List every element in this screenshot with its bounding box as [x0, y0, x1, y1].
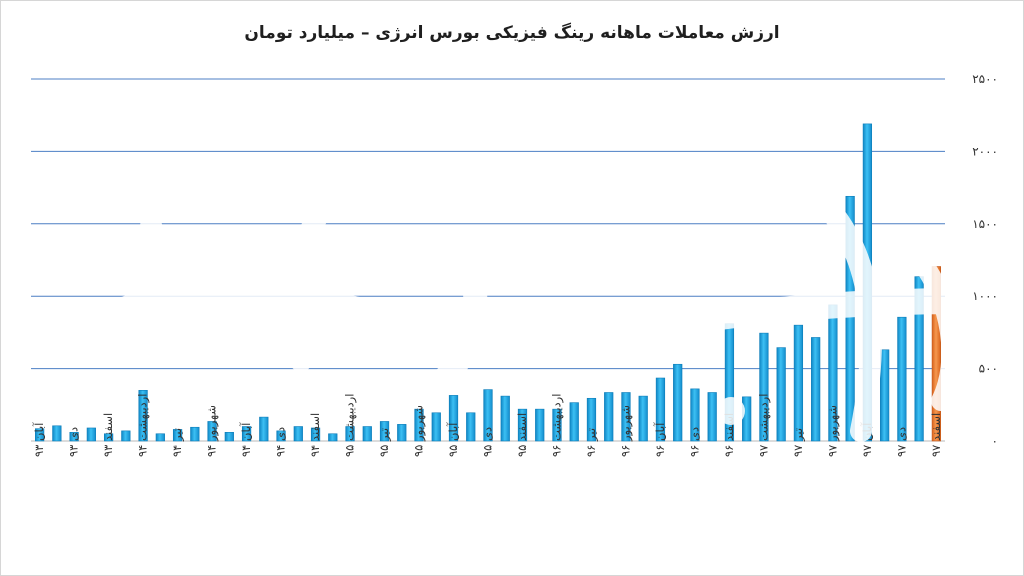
bar	[190, 426, 200, 442]
bar	[86, 427, 96, 442]
x-tick-label: دی ۹۶	[687, 427, 701, 457]
bar	[793, 324, 804, 442]
x-tick-label: اردیبهشت ۹۷	[756, 394, 771, 457]
bar	[621, 392, 631, 442]
chart-title: ارزش معاملات ماهانه رینگ فیزیکی بورس انر…	[244, 23, 780, 43]
y-tick-label: ۲۵۰۰	[972, 72, 998, 86]
x-tick-label: آبان ۹۳	[32, 422, 46, 457]
bar	[897, 316, 907, 442]
x-tick-label: تیر ۹۶	[584, 428, 599, 457]
bar	[552, 408, 562, 442]
bar	[466, 412, 476, 442]
y-tick-label: ۰	[992, 434, 998, 448]
x-tick-label: شهریور ۹۵	[412, 405, 427, 457]
bar	[293, 426, 303, 442]
bar	[241, 426, 252, 442]
x-tick-label: شهریور ۹۴	[205, 405, 220, 457]
bar	[690, 388, 700, 442]
bar	[35, 428, 45, 442]
bar	[345, 426, 355, 442]
bar	[845, 195, 855, 442]
x-tick-label: اردیبهشت ۹۶	[549, 394, 564, 457]
bar	[673, 363, 683, 442]
x-tick-label: اسفند ۹۴	[308, 413, 322, 457]
watermark-logo	[58, 167, 974, 442]
x-tick-label: تیر ۹۷	[791, 428, 806, 457]
bar	[811, 337, 821, 442]
x-tick-label: شهریور ۹۶	[618, 405, 633, 457]
bar	[742, 396, 752, 442]
bar	[276, 430, 286, 442]
x-tick-label: آبان ۹۵	[446, 422, 460, 457]
bar	[880, 349, 890, 442]
bar	[776, 347, 786, 442]
x-tick-label: دی ۹۵	[481, 427, 495, 457]
bar	[431, 412, 441, 442]
bar	[483, 389, 493, 442]
x-tick-label: دی ۹۴	[274, 427, 288, 457]
bar	[397, 424, 407, 442]
bar	[103, 433, 114, 442]
bar	[155, 433, 165, 442]
bar	[207, 421, 217, 442]
bar	[414, 408, 424, 442]
x-tick-label: دی ۹۷	[894, 427, 908, 457]
x-tick-label: تیر ۹۴	[170, 428, 185, 457]
bar	[379, 421, 390, 442]
bar	[448, 395, 459, 442]
x-tick-label: آبان ۹۴	[239, 422, 253, 457]
y-tick-label: ۲۰۰۰	[972, 144, 998, 158]
bar	[52, 425, 62, 442]
bar	[259, 416, 269, 442]
bar	[310, 427, 321, 442]
bar	[604, 392, 614, 442]
x-tick-label: اسفند ۹۵	[515, 413, 529, 457]
x-category-labels: آبان ۹۳ دی ۹۳ اسفند ۹۳ اردیبهشت ۹۴ تیر ۹۴ شهر…	[32, 394, 943, 457]
x-tick-label: اردیبهشت ۹۵	[343, 394, 358, 457]
bar	[362, 426, 372, 442]
bar	[759, 332, 769, 442]
y-tick-label: ۵۰۰	[979, 362, 998, 376]
y-tick-labels: ۰ ۵۰۰ ۱۰۰۰ ۱۵۰۰ ۲۰۰۰ ۲۵۰۰	[972, 72, 998, 448]
bar	[224, 432, 234, 442]
bar	[535, 408, 545, 442]
y-tick-label: ۱۰۰۰	[972, 289, 998, 303]
x-tick-label: تیر ۹۵	[377, 428, 392, 457]
y-tick-label: ۱۵۰۰	[972, 217, 998, 231]
bar	[172, 429, 183, 442]
bar	[121, 430, 131, 442]
bar	[655, 377, 666, 442]
bar	[500, 395, 510, 442]
x-tick-label: اسفند ۹۷	[929, 413, 943, 457]
bar	[638, 395, 648, 442]
bar	[138, 390, 148, 442]
x-tick-label: آبان ۹۶	[653, 422, 667, 457]
bar	[914, 276, 924, 442]
bar	[569, 402, 579, 442]
bar	[707, 392, 717, 442]
bar	[328, 433, 338, 442]
bar	[517, 408, 528, 442]
x-tick-label: اسفند ۹۳	[101, 413, 115, 457]
x-tick-label: اردیبهشت ۹۴	[136, 394, 151, 457]
bar	[69, 432, 79, 442]
bar	[586, 397, 597, 442]
bars-layer	[35, 123, 941, 442]
x-tick-label: دی ۹۳	[67, 427, 81, 457]
x-tick-label: شهریور ۹۷	[825, 405, 840, 457]
